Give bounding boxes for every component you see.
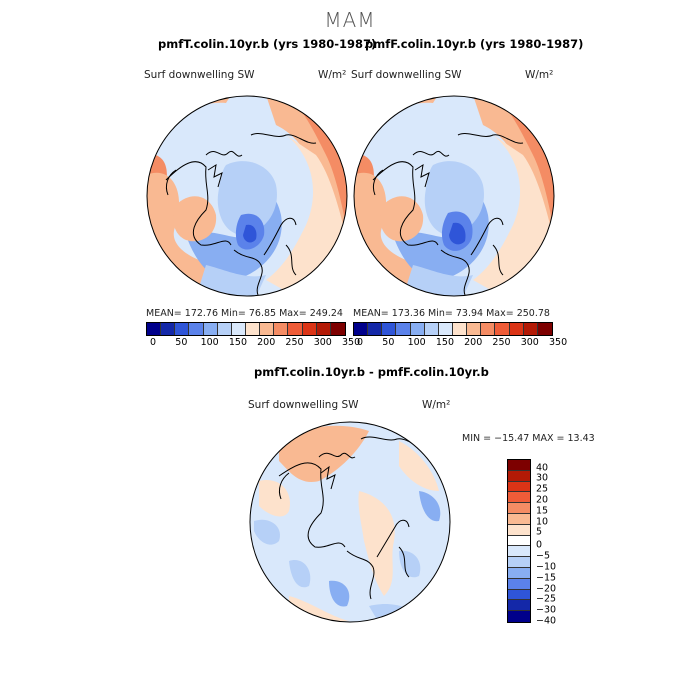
panel2-colorbar-swatch: [410, 323, 425, 335]
panel3-colorbar-swatch: [508, 481, 530, 493]
panel1-colorbar-tick-label: 100: [200, 337, 219, 348]
panel1-colorbar-swatch: [316, 323, 331, 335]
panel2-colorbar-tick-label: 50: [382, 337, 395, 348]
panel2-colorbar-swatch: [452, 323, 468, 335]
panel3-stats: MIN = −15.47 MAX = 13.43: [462, 433, 595, 444]
panel1-title: pmfT.colin.10yr.b (yrs 1980-1987): [158, 37, 377, 51]
panel3-colorbar-tick-label: −20: [536, 583, 557, 595]
panel2-stats: MEAN= 173.36 Min= 73.94 Max= 250.78: [353, 308, 550, 319]
panel2-colorbar: [353, 322, 553, 336]
panel1-colorbar-ticks: 0 50 100 150 200 250 300 350: [146, 337, 360, 349]
panel2-colorbar-tick-label: 250: [492, 337, 511, 348]
panel3-colorbar-tick-label: −15: [536, 572, 557, 584]
panel3-colorbar-tick-label: 30: [536, 472, 549, 484]
panel1-colorbar-tick-label: 200: [257, 337, 276, 348]
panel2-colorbar-swatch: [368, 323, 383, 335]
panel1-polar-map: [146, 95, 348, 297]
panel1-stats: MEAN= 172.76 Min= 76.85 Max= 249.24: [146, 308, 343, 319]
panel3-colorbar-swatch: [508, 589, 530, 601]
panel3-units: W/m²: [422, 399, 451, 411]
panel3-colorbar-tick-label: 25: [536, 483, 549, 495]
panel1-colorbar-tick-label: 50: [175, 337, 188, 348]
panel3-title: pmfT.colin.10yr.b - pmfF.colin.10yr.b: [254, 365, 489, 379]
panel1-colorbar-swatch: [245, 323, 261, 335]
panel2-colorbar-tick-label: 200: [464, 337, 483, 348]
panel2-colorbar-swatch: [424, 323, 439, 335]
panel2-colorbar-swatch: [481, 323, 496, 335]
panel1-colorbar-swatch: [330, 323, 345, 335]
panel2-colorbar-tick-label: 150: [435, 337, 454, 348]
panel1-colorbar-swatch: [189, 323, 204, 335]
panel3-colorbar-swatch: [508, 460, 530, 471]
panel2-colorbar-tick-label: 0: [357, 337, 364, 348]
panel1-colorbar-swatch: [147, 323, 162, 335]
panel2-units: W/m²: [525, 69, 554, 81]
panel3-variable-label: Surf downwelling SW: [248, 399, 359, 411]
panel3-colorbar-swatch: [508, 513, 530, 525]
panel2-colorbar-swatch: [396, 323, 411, 335]
panel3-colorbar-tick-label: 15: [536, 505, 549, 517]
panel3-colorbar-swatch: [508, 611, 530, 622]
panel1-colorbar-tick-label: 250: [285, 337, 304, 348]
panel3-colorbar-tick-label: −5: [536, 550, 551, 562]
panel1-variable-label: Surf downwelling SW: [144, 69, 255, 81]
panel1-colorbar-swatch: [203, 323, 218, 335]
panel1-colorbar-swatch: [175, 323, 190, 335]
panel3-colorbar-tick-label: −25: [536, 593, 557, 605]
panel3-polar-map: [249, 421, 451, 623]
panel3-colorbar-tick-label: −30: [536, 604, 557, 616]
panel1-colorbar-swatch: [217, 323, 232, 335]
panel2-colorbar-tick-label: 100: [407, 337, 426, 348]
panel3-colorbar: [507, 459, 531, 623]
panel3-colorbar-swatch: [508, 557, 530, 568]
panel2-colorbar-swatch: [354, 323, 369, 335]
panel2-colorbar-tick-label: 350: [548, 337, 568, 348]
panel2-colorbar-swatch: [523, 323, 538, 335]
panel1-colorbar-swatch: [161, 323, 176, 335]
panel3-colorbar-swatch: [508, 578, 530, 590]
panel1-colorbar-swatch: [302, 323, 317, 335]
panel3-colorbar-tick-label: 5: [536, 526, 543, 538]
panel1-colorbar-tick-label: 350: [341, 337, 361, 348]
panel1-units: W/m²: [318, 69, 347, 81]
panel3-colorbar-tick-label: 10: [536, 516, 549, 528]
panel3-colorbar-ticks: 40 30 25 20 15 10 5 0 −5 −10 −15 −20 −25 −30 −40: [536, 459, 576, 626]
panel3-colorbar-swatch: [508, 503, 530, 514]
panel2-colorbar-swatch: [495, 323, 510, 335]
panel2-variable-label: Surf downwelling SW: [351, 69, 462, 81]
panel3-colorbar-swatch: [508, 600, 530, 612]
panel3-colorbar-tick-label: 20: [536, 494, 549, 506]
panel2-colorbar-swatch: [467, 323, 482, 335]
panel2-colorbar-swatch: [509, 323, 524, 335]
panel2-title: pmfF.colin.10yr.b (yrs 1980-1987): [365, 37, 584, 51]
panel2-polar-map: [353, 95, 555, 297]
panel1-colorbar-tick-label: 150: [228, 337, 247, 348]
panel2-colorbar-swatch: [537, 323, 552, 335]
panel3-colorbar-tick-label: −40: [536, 615, 557, 627]
panel2-colorbar-ticks: 0 50 100 150 200 250 300 350: [353, 337, 567, 349]
panel1-colorbar-swatch: [260, 323, 275, 335]
panel1-colorbar-swatch: [274, 323, 289, 335]
panel3-colorbar-swatch: [508, 567, 530, 579]
panel3-colorbar-tick-label: 40: [536, 462, 549, 474]
panel3-colorbar-swatch: [508, 524, 530, 536]
figure-title: MAM: [324, 8, 376, 32]
panel1-colorbar-swatch: [288, 323, 303, 335]
panel1-colorbar-swatch: [231, 323, 246, 335]
panel1-colorbar-tick-label: 300: [313, 337, 332, 348]
panel3-colorbar-swatch: [508, 470, 530, 482]
panel3-colorbar-tick-label: 0: [536, 539, 543, 551]
panel2-colorbar-swatch: [438, 323, 453, 335]
panel3-colorbar-swatch: [508, 535, 530, 547]
panel2-colorbar-swatch: [382, 323, 397, 335]
panel3-colorbar-tick-label: −10: [536, 561, 557, 573]
panel2-colorbar-tick-label: 300: [520, 337, 539, 348]
panel3-colorbar-swatch: [508, 546, 530, 558]
panel1-colorbar: [146, 322, 346, 336]
panel1-colorbar-tick-label: 0: [150, 337, 157, 348]
panel3-colorbar-swatch: [508, 492, 530, 504]
